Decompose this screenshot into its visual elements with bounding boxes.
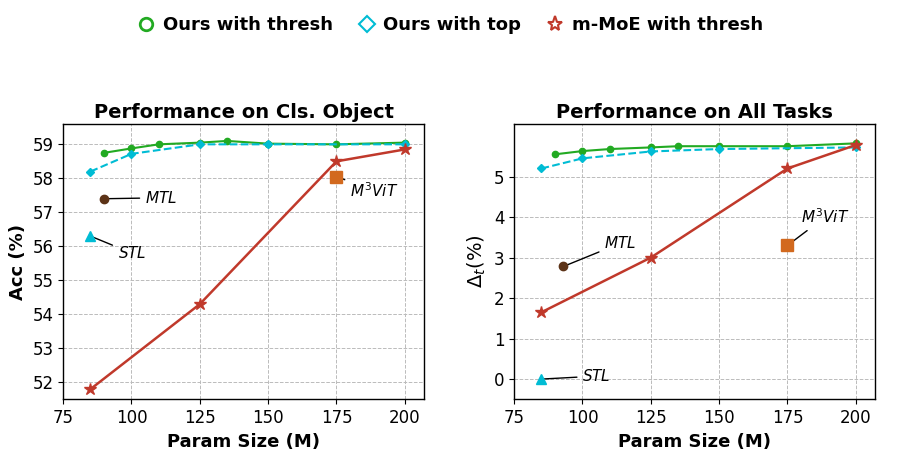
Y-axis label: Acc (%): Acc (%) <box>9 224 27 300</box>
Text: $\mathit{MTL}$: $\mathit{MTL}$ <box>107 190 177 206</box>
X-axis label: Param Size (M): Param Size (M) <box>618 433 771 451</box>
Text: $\mathit{MTL}$: $\mathit{MTL}$ <box>566 235 637 265</box>
Text: $M^3ViT$: $M^3ViT$ <box>339 178 399 200</box>
Text: $M^3ViT$: $M^3ViT$ <box>789 207 850 244</box>
Legend: Ours with thresh, Ours with top, m-MoE with thresh: Ours with thresh, Ours with top, m-MoE w… <box>132 9 770 41</box>
Text: $\mathit{STL}$: $\mathit{STL}$ <box>544 368 611 384</box>
Title: Performance on All Tasks: Performance on All Tasks <box>557 103 833 123</box>
X-axis label: Param Size (M): Param Size (M) <box>167 433 320 451</box>
Title: Performance on Cls. Object: Performance on Cls. Object <box>94 103 393 123</box>
Y-axis label: $\Delta_t(\%)$: $\Delta_t(\%)$ <box>466 235 488 288</box>
Text: $\mathit{STL}$: $\mathit{STL}$ <box>93 237 146 261</box>
